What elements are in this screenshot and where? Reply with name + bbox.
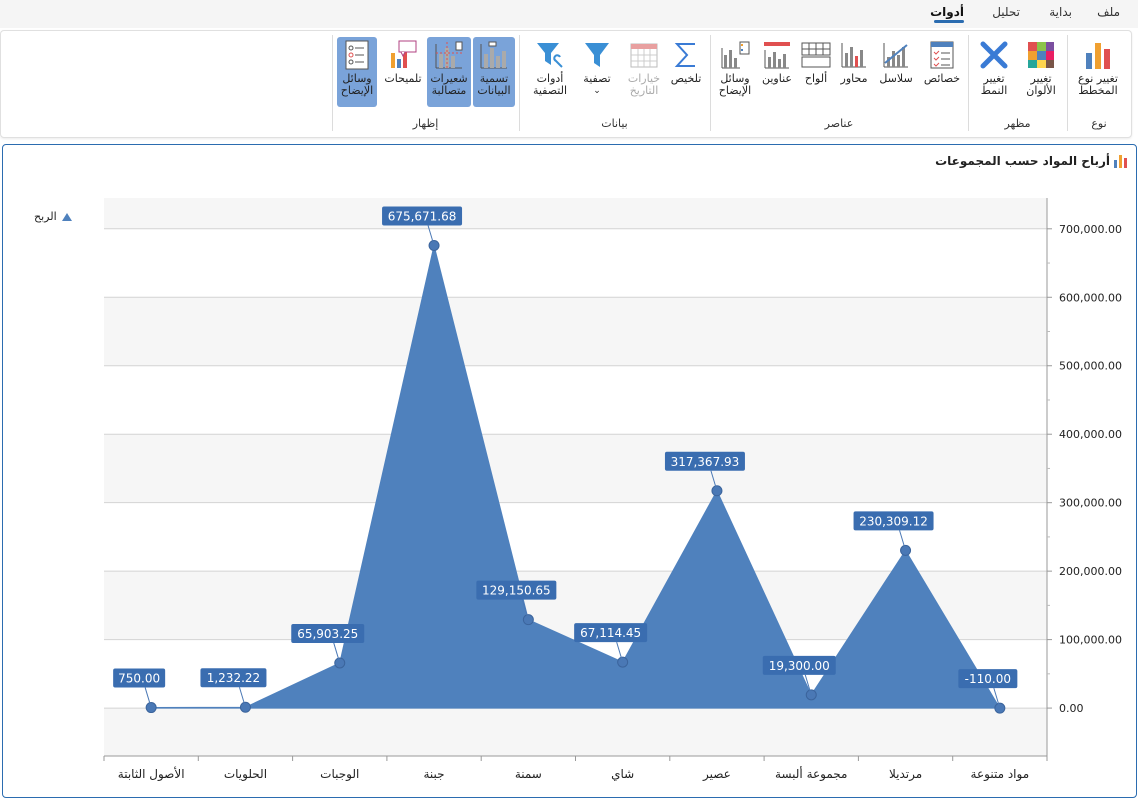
close-style-icon [980,41,1008,69]
filter-button[interactable]: تصفية ⌄ [577,37,617,107]
menu-bar: ملف بداية تحليل أدوات [0,0,1138,28]
series-icon [883,43,908,68]
titles-icon [764,42,790,69]
group-separator [332,35,333,131]
filter-icon [585,43,609,67]
filter-label: تصفية [583,72,611,85]
change-style-button[interactable]: تغيير النمط [971,37,1017,107]
show-legends-label: وسائل الإيضاح [340,72,374,97]
chart-type-icon [1086,43,1110,69]
titles-label: عناوين [762,72,792,85]
group-show-label: إظهار [412,117,439,130]
crosshair-icon [435,41,463,69]
panes-button[interactable]: ألواح [797,37,835,107]
change-chart-type-label: تغيير نوع المخطط [1078,72,1118,97]
group-appearance-label: مظهر [1004,117,1031,130]
group-separator [519,35,520,131]
series-button[interactable]: سلاسل [875,37,917,107]
chevron-down-icon: ⌄ [593,86,601,96]
chart-title: أرباح المواد حسب المجموعات [935,154,1110,168]
legend-series-label: الربح [34,210,57,223]
change-colors-button[interactable]: تغيير الألوان [1017,37,1065,107]
tab-home[interactable]: بداية [1049,5,1072,19]
panes-icon [801,42,831,68]
crosshair-button[interactable]: شعيرات متصالبة [427,37,471,107]
tab-analysis[interactable]: تحليل [992,5,1020,19]
tooltips-label: تلميحات [384,72,422,85]
axes-icon [841,43,866,68]
filter-tools-label: أدوات التصفية [532,72,568,97]
filter-tools-icon [537,43,563,68]
data-labels-button[interactable]: تسمية البيانات [473,37,515,107]
change-colors-label: تغيير الألوان [1026,72,1056,97]
legend-list-icon [345,40,369,70]
ribbon: تغيير نوع المخطط نوع تغيير الألوان تغيير… [0,30,1132,138]
group-type-label: نوع [1091,117,1107,130]
filter-tools-button[interactable]: أدوات التصفية [523,37,577,107]
chart-title-icon [1114,155,1127,168]
sigma-icon [674,43,695,67]
date-options-label: خيارات التاريخ [627,72,661,97]
group-elements-label: عناصر [824,117,854,130]
titles-button[interactable]: عناوين [757,37,797,107]
group-data-label: بيانات [601,117,628,130]
summary-label: تلخيص [670,72,702,85]
properties-label: خصائص [923,72,961,85]
properties-button[interactable]: خصائص [919,37,965,107]
tab-tools[interactable]: أدوات [930,5,964,19]
legends-icon [721,41,750,69]
axes-button[interactable]: محاور [835,37,873,107]
legends-label: وسائل الإيضاح [718,72,752,97]
palette-icon [1028,42,1054,68]
tooltip-icon [391,40,417,68]
series-label: سلاسل [879,72,913,85]
group-separator [968,35,969,131]
show-legends-button[interactable]: وسائل الإيضاح [337,37,377,107]
legends-button[interactable]: وسائل الإيضاح [713,37,757,107]
group-separator [710,35,711,131]
data-labels-label: تسمية البيانات [477,72,511,97]
legend-triangle-icon [61,212,72,221]
group-separator [1067,35,1068,131]
chart-panel [2,144,1137,798]
axes-label: محاور [840,72,868,85]
data-labels-icon [480,41,507,69]
change-style-label: تغيير النمط [980,72,1008,97]
tooltips-button[interactable]: تلميحات [381,37,425,107]
tab-file[interactable]: ملف [1097,5,1120,19]
calendar-icon [630,43,658,68]
date-options-button[interactable]: خيارات التاريخ [623,37,665,107]
change-chart-type-button[interactable]: تغيير نوع المخطط [1069,37,1127,107]
summary-button[interactable]: تلخيص [665,37,707,107]
chart-legend[interactable]: الربح [34,210,73,223]
properties-icon [930,41,954,69]
active-tab-indicator [934,20,964,23]
crosshair-label: شعيرات متصالبة [430,72,468,97]
panes-label: ألواح [804,72,828,85]
